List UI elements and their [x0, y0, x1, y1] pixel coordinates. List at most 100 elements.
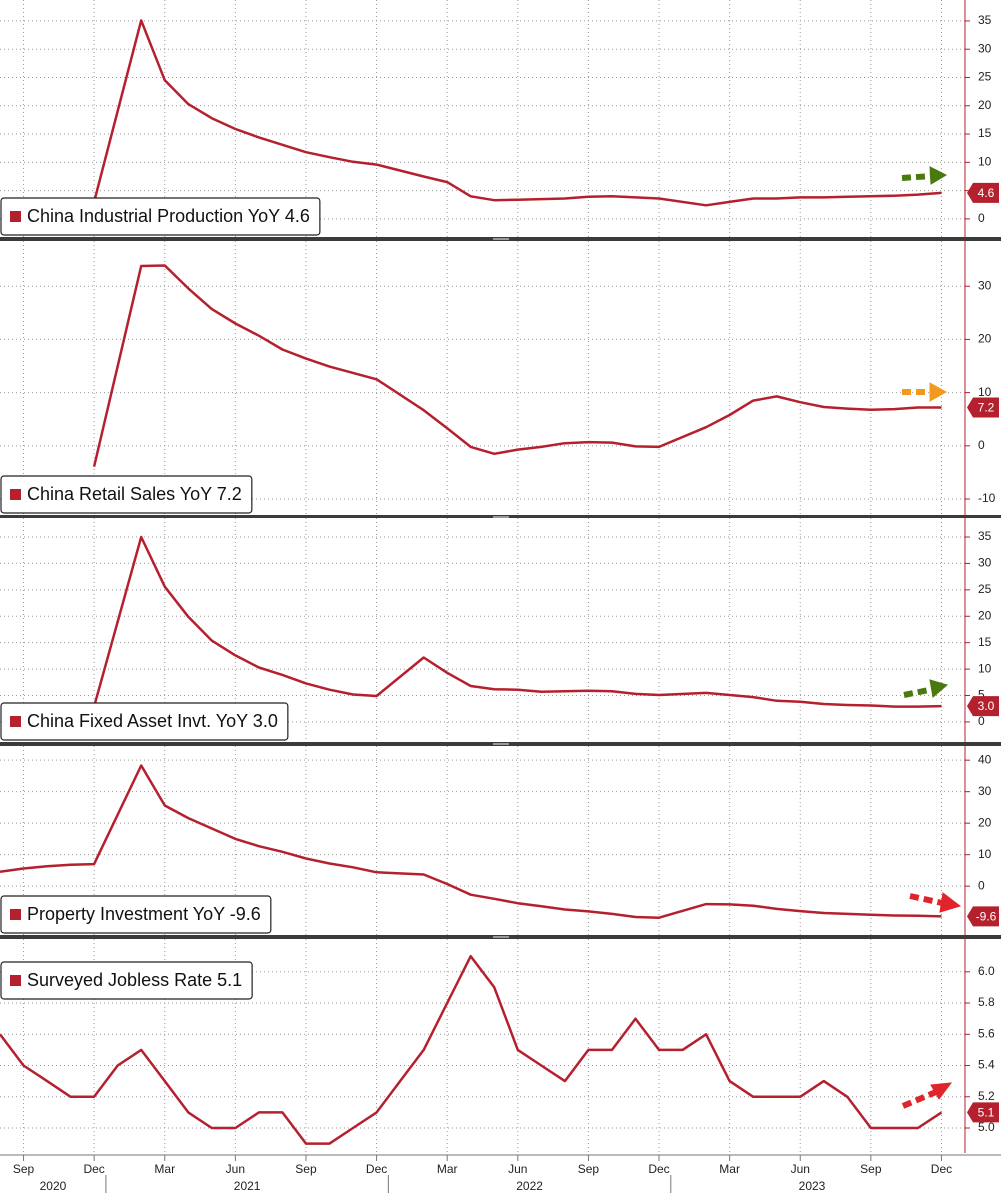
legend-box: [0, 197, 321, 236]
y-tick-label: 0: [978, 878, 985, 892]
x-tick-label: Sep: [295, 1162, 317, 1176]
arrow-head: [930, 1082, 953, 1100]
y-tick-label: 30: [978, 784, 992, 798]
year-label: 2020: [40, 1179, 67, 1193]
last-value-badge: [967, 906, 999, 927]
y-tick-label: 30: [978, 278, 992, 292]
trend-arrow: [902, 382, 948, 402]
y-tick-label: 5.8: [978, 995, 995, 1009]
last-value-badge: [967, 696, 999, 717]
x-tick-label: Mar: [437, 1162, 458, 1176]
y-tick-label: 20: [978, 98, 992, 112]
y-tick-label: 10: [978, 385, 992, 399]
legend-swatch: [10, 211, 21, 222]
last-value-label: 7.2: [978, 401, 995, 415]
y-tick-label: 20: [978, 608, 992, 622]
y-tick-label: 25: [978, 70, 992, 84]
series-line: [92, 535, 942, 708]
y-tick-label: 20: [978, 332, 992, 346]
y-tick-label: 0: [978, 211, 985, 225]
arrow-shaft: [901, 1089, 938, 1109]
series-line: [0, 954, 943, 1145]
series-line: [0, 764, 942, 919]
arrow-head: [939, 892, 962, 913]
y-tick-label: 10: [978, 847, 992, 861]
legend-swatch: [10, 716, 21, 727]
last-value-label: 4.6: [978, 186, 995, 200]
year-label: 2022: [516, 1179, 543, 1193]
legend-swatch: [10, 909, 21, 920]
y-tick-label: 10: [978, 661, 992, 675]
y-tick-label: 30: [978, 41, 992, 55]
y-tick-label: 35: [978, 13, 992, 27]
y-tick-label: 35: [978, 529, 992, 543]
y-tick-label: 10: [978, 155, 992, 169]
arrow-head: [929, 166, 948, 185]
trend-arrows: [901, 166, 962, 1109]
trend-arrow: [903, 679, 949, 698]
year-label: 2021: [234, 1179, 261, 1193]
y-tick-label: 5.2: [978, 1089, 995, 1103]
y-tick-label: 5.0: [978, 1120, 995, 1134]
y-tick-label: 15: [978, 635, 992, 649]
y-tick-label: 40: [978, 752, 992, 766]
x-tick-label: Mar: [719, 1162, 740, 1176]
legend-box: [0, 895, 272, 934]
last-value-label: 5.1: [978, 1106, 995, 1120]
legend-box: [0, 702, 289, 741]
legend-label: Surveyed Jobless Rate 5.1: [27, 970, 242, 990]
arrow-shaft: [909, 893, 943, 906]
x-tick-label: Sep: [578, 1162, 600, 1176]
last-value-badge: [967, 1102, 999, 1123]
y-tick-label: 5.6: [978, 1026, 995, 1040]
trend-arrow: [901, 1082, 953, 1109]
arrow-shaft: [903, 686, 935, 698]
separator-grip: [493, 743, 509, 745]
year-label: 2023: [799, 1179, 826, 1193]
last-value-badge: [967, 397, 999, 418]
y-tick-label: 30: [978, 556, 992, 570]
legend-box: [0, 475, 253, 514]
x-tick-label: Jun: [226, 1162, 245, 1176]
legend-label: China Industrial Production YoY 4.6: [27, 206, 310, 226]
legend-swatch: [10, 489, 21, 500]
legend-label: Property Investment YoY -9.6: [27, 904, 261, 924]
x-tick-label: Jun: [791, 1162, 810, 1176]
x-tick-label: Jun: [508, 1162, 527, 1176]
legend-label: China Fixed Asset Invt. YoY 3.0: [27, 711, 278, 731]
arrow-shaft: [901, 173, 933, 181]
separator-grip: [493, 516, 509, 518]
legend-label: China Retail Sales YoY 7.2: [27, 484, 242, 504]
separator-grip: [493, 238, 509, 240]
last-value-label: -9.6: [976, 910, 997, 924]
x-tick-label: Sep: [860, 1162, 882, 1176]
separator-grip: [493, 936, 509, 938]
y-tick-label: 25: [978, 582, 992, 596]
y-tick-label: 5: [978, 688, 985, 702]
y-tick-label: 0: [978, 438, 985, 452]
trend-arrow: [909, 892, 962, 913]
x-tick-label: Mar: [154, 1162, 175, 1176]
series-line: [92, 19, 942, 207]
y-tick-label: 0: [978, 714, 985, 728]
last-value-label: 3.0: [978, 699, 995, 713]
x-tick-label: Dec: [83, 1162, 104, 1176]
arrow-head: [929, 382, 948, 402]
y-tick-label: -10: [978, 491, 996, 505]
legend-box: [0, 961, 253, 1000]
series-line: [92, 264, 942, 467]
x-tick-label: Dec: [931, 1162, 952, 1176]
x-tick-label: Sep: [13, 1162, 35, 1176]
trend-arrow: [901, 166, 948, 185]
x-tick-label: Dec: [366, 1162, 387, 1176]
legend-swatch: [10, 975, 21, 986]
last-value-badge: [967, 182, 999, 203]
y-tick-label: 5.4: [978, 1058, 995, 1072]
x-tick-label: Dec: [648, 1162, 669, 1176]
y-tick-label: 20: [978, 815, 992, 829]
y-tick-label: 15: [978, 126, 992, 140]
arrow-head: [929, 679, 949, 698]
y-tick-label: 6.0: [978, 964, 995, 978]
